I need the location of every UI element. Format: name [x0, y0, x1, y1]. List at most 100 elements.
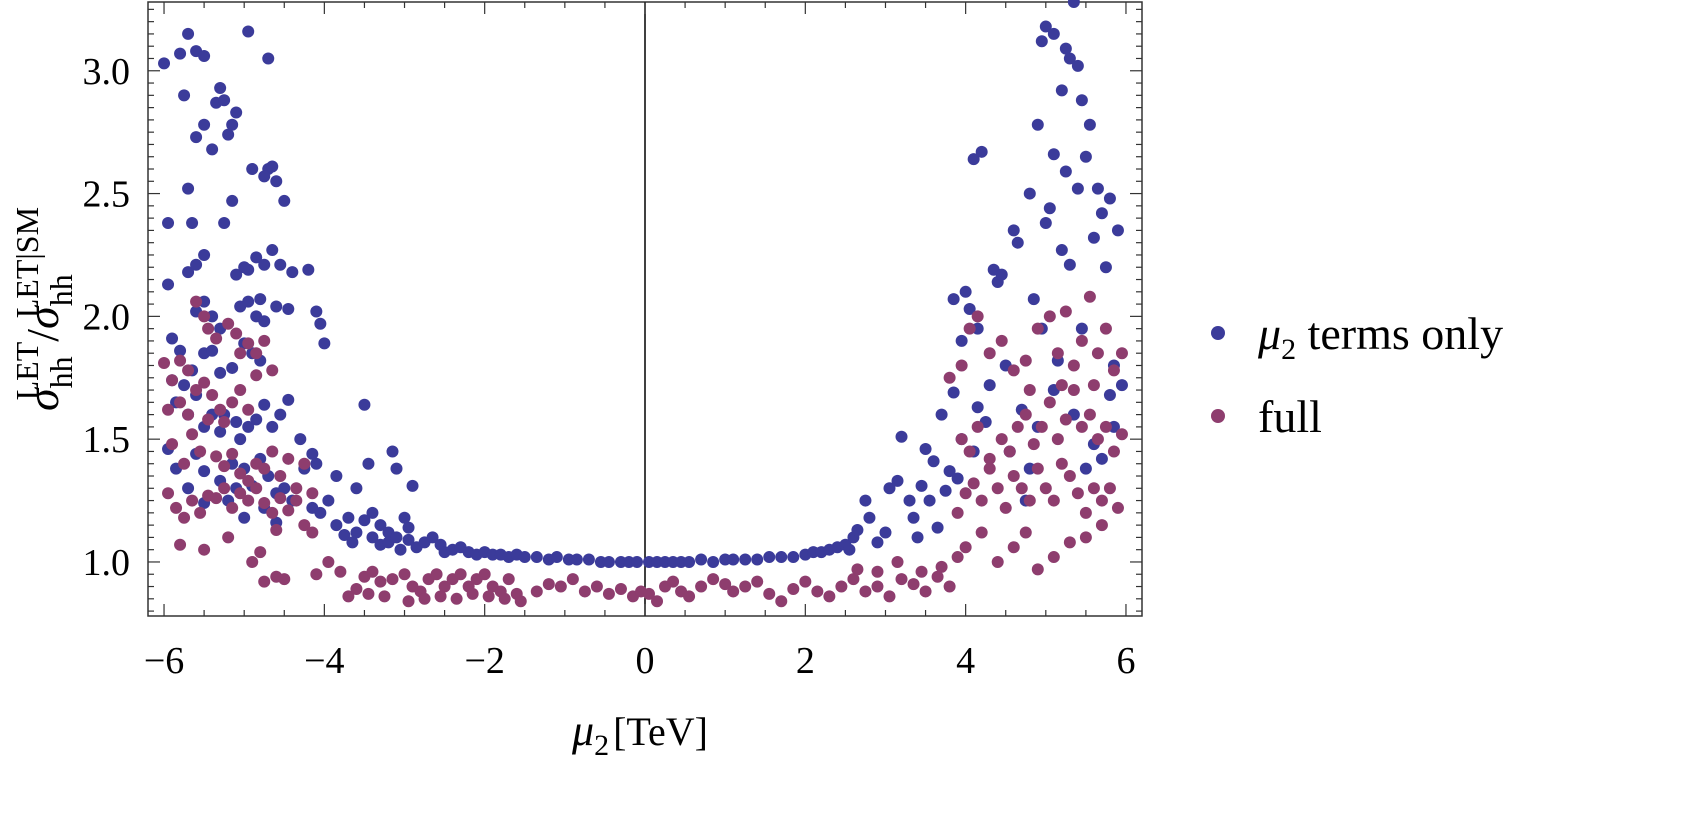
data-point	[1063, 470, 1076, 483]
data-point	[218, 94, 231, 107]
data-point	[218, 217, 231, 230]
legend-item-mu2-terms-only: μ2 terms only	[1211, 308, 1503, 366]
data-point	[739, 580, 752, 593]
data-point	[1039, 482, 1052, 495]
data-point	[398, 568, 411, 581]
data-point	[166, 332, 179, 345]
data-point	[683, 590, 696, 603]
data-point	[1059, 165, 1072, 178]
data-point	[683, 555, 696, 568]
data-point	[398, 511, 411, 524]
data-point	[466, 587, 479, 600]
data-point	[430, 568, 443, 581]
data-point	[322, 494, 335, 507]
data-point	[1043, 310, 1056, 323]
data-point	[198, 118, 211, 131]
data-point	[1079, 506, 1092, 519]
data-point	[1015, 482, 1028, 495]
data-point	[190, 258, 203, 271]
data-point	[450, 592, 463, 605]
data-point	[358, 398, 371, 411]
data-point	[630, 555, 643, 568]
data-point	[226, 118, 239, 131]
data-point	[895, 430, 908, 443]
data-point	[314, 317, 327, 330]
data-point	[1055, 379, 1068, 392]
data-point	[198, 543, 211, 556]
data-point	[282, 303, 295, 315]
data-point	[234, 433, 247, 446]
data-point	[230, 327, 243, 340]
data-point	[350, 482, 363, 495]
data-point	[502, 573, 515, 586]
data-point	[182, 364, 195, 377]
data-point	[234, 384, 247, 397]
data-point	[1059, 42, 1072, 55]
data-point	[1007, 541, 1020, 554]
data-point	[158, 357, 171, 370]
data-point	[935, 560, 948, 573]
data-point	[290, 494, 303, 507]
data-point	[434, 590, 447, 603]
data-point	[1115, 347, 1128, 360]
data-point	[198, 50, 211, 63]
data-point	[995, 268, 1008, 281]
data-point	[214, 425, 227, 438]
data-point	[919, 442, 932, 455]
axis-ticks	[148, 2, 1142, 616]
data-point	[310, 568, 323, 581]
data-point	[174, 47, 187, 60]
data-point	[482, 590, 495, 603]
data-point	[999, 501, 1012, 514]
data-point	[278, 573, 291, 586]
data-point	[1115, 428, 1128, 441]
data-point	[198, 465, 211, 478]
data-point	[302, 263, 315, 276]
data-point	[695, 553, 708, 566]
data-point	[314, 506, 327, 519]
data-point	[1007, 364, 1020, 377]
data-point	[386, 445, 399, 458]
data-point	[162, 487, 175, 500]
data-point	[262, 52, 275, 65]
data-point	[1091, 347, 1104, 360]
data-point	[763, 551, 776, 564]
data-point	[206, 388, 219, 401]
data-point	[995, 433, 1008, 446]
data-point	[1115, 379, 1128, 392]
y-tick-label: 3.0	[83, 51, 131, 93]
data-point	[362, 457, 375, 470]
data-point	[871, 580, 884, 593]
data-point	[270, 175, 283, 188]
data-point	[963, 303, 976, 315]
data-point	[931, 521, 944, 534]
data-point	[787, 551, 800, 564]
data-point	[174, 354, 187, 367]
data-point	[915, 565, 928, 578]
y-axis-label: σhhLET/σhhLET|SM	[9, 207, 79, 411]
data-point	[222, 531, 235, 544]
data-point	[454, 568, 467, 581]
data-point	[935, 408, 948, 421]
data-point	[1059, 413, 1072, 426]
data-point	[763, 587, 776, 600]
data-point	[550, 551, 563, 564]
data-point	[274, 258, 287, 271]
data-point	[695, 580, 708, 593]
data-point	[242, 295, 255, 308]
data-point	[991, 482, 1004, 495]
data-point	[602, 587, 615, 600]
data-point	[210, 450, 223, 463]
data-point	[426, 531, 439, 544]
data-point	[366, 506, 379, 519]
data-point	[1043, 202, 1056, 215]
data-point	[274, 470, 287, 483]
data-point	[915, 479, 928, 492]
data-point	[270, 524, 283, 537]
data-point	[322, 555, 335, 568]
data-point	[859, 585, 872, 598]
data-point	[206, 143, 219, 156]
data-point	[1091, 182, 1104, 195]
data-point	[258, 315, 271, 328]
data-point	[614, 582, 627, 595]
